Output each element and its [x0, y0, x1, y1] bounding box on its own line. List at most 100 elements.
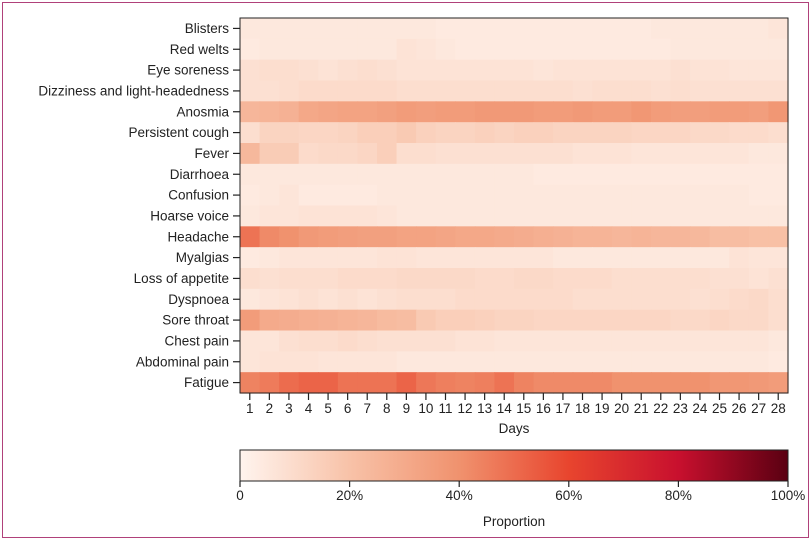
heatmap-cell: [709, 184, 730, 207]
heatmap-cell: [553, 59, 574, 82]
heatmap-cell: [298, 330, 319, 352]
heatmap-cell: [455, 372, 476, 394]
y-tick-label: Myalgias: [176, 250, 230, 265]
colorbar-tick-label: 20%: [336, 488, 363, 503]
heatmap-cell: [377, 226, 398, 248]
heatmap-cell: [259, 288, 280, 311]
y-tick-label: Blisters: [185, 21, 230, 36]
heatmap-cell: [768, 101, 789, 123]
heatmap-cell: [279, 163, 300, 186]
heatmap-cell: [337, 205, 359, 227]
heatmap-cell: [670, 122, 691, 144]
heatmap-cell: [377, 309, 398, 332]
heatmap-cell: [611, 247, 633, 269]
heatmap-cell: [474, 330, 496, 352]
heatmap-cell: [572, 184, 593, 207]
heatmap-cell: [533, 38, 554, 61]
heatmap-cell: [455, 101, 476, 123]
heatmap-cell: [435, 143, 456, 165]
heatmap-cell: [670, 372, 691, 394]
heatmap-cell: [709, 101, 730, 123]
heatmap-cell: [298, 163, 319, 186]
heatmap-cell: [455, 226, 476, 248]
heatmap-cell: [553, 143, 574, 165]
heatmap-cell: [572, 247, 593, 269]
heatmap-cell: [572, 268, 593, 290]
heatmap-cell: [396, 309, 417, 332]
heatmap-cell: [455, 205, 476, 227]
heatmap-cell: [337, 38, 359, 61]
x-tick-label: 18: [575, 401, 590, 416]
heatmap-cell: [298, 226, 319, 248]
heatmap-cell: [553, 247, 574, 269]
heatmap-cell: [611, 226, 633, 248]
heatmap-cell: [533, 122, 554, 144]
heatmap-cell: [553, 18, 574, 40]
heatmap-cell: [631, 122, 652, 144]
heatmap-cell: [474, 163, 496, 186]
heatmap-cell: [318, 184, 339, 207]
heatmap-cell: [259, 163, 280, 186]
heatmap-cell: [592, 80, 613, 102]
heatmap-cell: [298, 372, 319, 394]
heatmap-cell: [474, 122, 496, 144]
heatmap-cell: [768, 38, 789, 61]
heatmap-cell: [768, 122, 789, 144]
colorbar-ticks: 0 20% 40% 60% 80% 100%: [236, 481, 805, 503]
heatmap-cell: [416, 288, 437, 311]
heatmap-cell: [377, 101, 398, 123]
heatmap-cell: [748, 38, 770, 61]
heatmap-cell: [533, 330, 554, 352]
heatmap-cell: [377, 184, 398, 207]
heatmap-cell: [572, 309, 593, 332]
heatmap-cell: [611, 18, 633, 40]
heatmap-cell: [377, 351, 398, 373]
heatmap-cell: [494, 205, 515, 227]
heatmap-cell: [494, 38, 515, 61]
heatmap-cell: [592, 38, 613, 61]
heatmap-cell: [631, 247, 652, 269]
heatmap-cell: [240, 122, 261, 144]
heatmap-cell: [651, 372, 672, 394]
x-tick-label: 26: [732, 401, 747, 416]
heatmap-cell: [553, 184, 574, 207]
heatmap-cell: [416, 351, 437, 373]
heatmap-cell: [240, 18, 261, 40]
heatmap-cells: [240, 18, 789, 394]
heatmap-cell: [357, 288, 378, 311]
heatmap-cell: [318, 59, 339, 82]
heatmap-cell: [455, 122, 476, 144]
heatmap-cell: [729, 184, 750, 207]
heatmap-cell: [298, 205, 319, 227]
y-axis: Blisters Red welts Eye soreness Dizziness a…: [38, 21, 240, 390]
heatmap-cell: [494, 184, 515, 207]
heatmap-cell: [357, 101, 378, 123]
heatmap-cell: [768, 351, 789, 373]
x-tick-label: 4: [305, 401, 313, 416]
heatmap-cell: [748, 330, 770, 352]
heatmap-cell: [357, 330, 378, 352]
heatmap-cell: [631, 351, 652, 373]
heatmap-cell: [435, 247, 456, 269]
heatmap-cell: [709, 163, 730, 186]
heatmap-cell: [690, 38, 711, 61]
heatmap-cell: [474, 59, 496, 82]
heatmap-cell: [611, 59, 633, 82]
heatmap-cell: [416, 372, 437, 394]
heatmap-cell: [240, 351, 261, 373]
heatmap-cell: [592, 330, 613, 352]
heatmap-cell: [494, 330, 515, 352]
heatmap-cell: [514, 101, 535, 123]
heatmap-cell: [279, 309, 300, 332]
heatmap-cell: [474, 226, 496, 248]
colorbar-tick-label: 40%: [446, 488, 473, 503]
heatmap-cell: [533, 143, 554, 165]
heatmap-cell: [279, 59, 300, 82]
y-tick-label: Persistent cough: [128, 125, 229, 140]
heatmap-cell: [240, 59, 261, 82]
heatmap-cell: [337, 184, 359, 207]
heatmap-cell: [416, 163, 437, 186]
heatmap-cell: [611, 205, 633, 227]
heatmap-cell: [377, 163, 398, 186]
heatmap-cell: [396, 372, 417, 394]
